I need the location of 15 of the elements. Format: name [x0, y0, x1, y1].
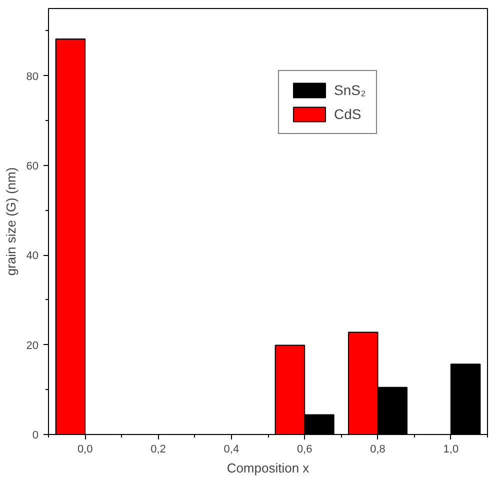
- y-tick-label: 80: [26, 70, 39, 83]
- x-tick-label: 0,6: [296, 444, 312, 456]
- y-tick-label: 20: [26, 340, 39, 352]
- x-tick-label: 0,0: [77, 444, 93, 456]
- x-axis-title: Composition x: [226, 460, 310, 476]
- y-tick-label: 0: [32, 430, 39, 442]
- y-tick-label: 60: [26, 160, 39, 172]
- x-tick-label: 1,0: [443, 444, 459, 456]
- y-axis-title: grain size (G) (nm): [3, 167, 18, 276]
- legend-label: SnS₂: [334, 82, 366, 98]
- legend-label: CdS: [334, 106, 362, 122]
- x-tick-label: 0,2: [150, 444, 166, 456]
- x-tick-label: 0,8: [370, 444, 386, 456]
- y-tick-label: 40: [26, 250, 39, 262]
- x-tick-label: 0,4: [224, 444, 240, 456]
